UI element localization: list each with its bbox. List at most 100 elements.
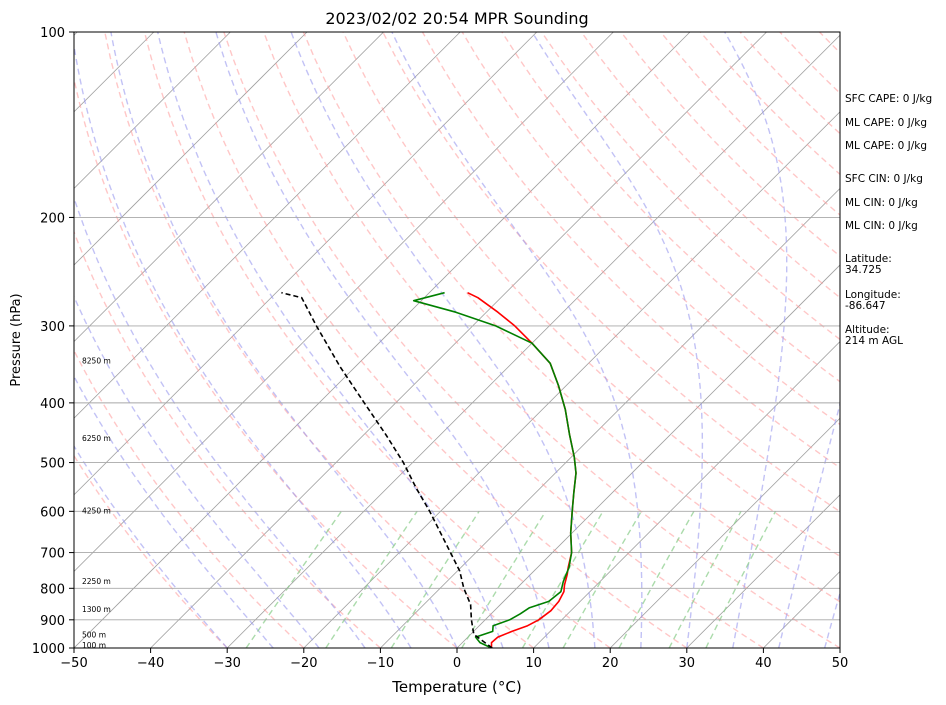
ml-cin-value-1: ML CIN: 0 J/kg bbox=[845, 197, 918, 209]
dry-adiabat-line bbox=[183, 32, 688, 648]
x-tick-label: 40 bbox=[755, 656, 772, 671]
isotherm-line bbox=[686, 494, 840, 648]
dry-adiabat-line bbox=[302, 32, 840, 603]
x-tick-label: −40 bbox=[137, 656, 164, 671]
x-tick-label: −30 bbox=[213, 656, 240, 671]
longitude-value: -86.647 bbox=[845, 300, 886, 312]
isotherm-line bbox=[303, 111, 840, 648]
dry-adiabat-line bbox=[382, 32, 840, 513]
y-axis-label: Pressure (hPa) bbox=[9, 293, 24, 386]
height-label: 6250 m bbox=[82, 434, 111, 443]
x-tick-label: −10 bbox=[367, 656, 394, 671]
height-label: 8250 m bbox=[82, 357, 111, 366]
moist-adiabat-line bbox=[110, 32, 458, 648]
x-tick-label: 50 bbox=[832, 656, 849, 671]
dewpoint-profile-line bbox=[412, 291, 577, 648]
dry-adiabat-line bbox=[104, 32, 535, 648]
height-label: 4250 m bbox=[82, 506, 111, 515]
altitude-value: 214 m AGL bbox=[845, 335, 903, 347]
moist-adiabat-line bbox=[74, 195, 366, 648]
moist-adiabat-line bbox=[391, 32, 643, 648]
height-label: 500 m bbox=[82, 631, 106, 640]
y-tick-label: 900 bbox=[40, 614, 65, 629]
altitude-label: Altitude: bbox=[845, 324, 890, 336]
height-label: 1300 m bbox=[82, 605, 111, 614]
dry-adiabat-line bbox=[263, 32, 840, 648]
y-tick-label: 400 bbox=[40, 397, 65, 412]
y-tick-label: 1000 bbox=[32, 642, 65, 657]
dry-adiabat-line bbox=[74, 349, 305, 648]
mixing-ratio-line bbox=[390, 510, 480, 648]
isotherm-line bbox=[74, 32, 308, 266]
plot-frame bbox=[73, 31, 841, 649]
isotherm-line bbox=[0, 32, 1, 648]
x-tick-label: 0 bbox=[453, 656, 461, 671]
dry-adiabat-line bbox=[223, 32, 764, 648]
x-tick-label: 30 bbox=[679, 656, 696, 671]
latitude-value: 34.725 bbox=[845, 264, 882, 276]
y-tick-label: 300 bbox=[40, 320, 65, 335]
x-axis: −50 −40 −30 −20 −10 0 10 20 30 40 50 bbox=[60, 648, 848, 671]
moist-adiabat-line bbox=[74, 444, 228, 648]
isotherm-line bbox=[74, 32, 231, 189]
moist-adiabat-line bbox=[778, 401, 840, 648]
ml-cape-value-1: ML CAPE: 0 J/kg bbox=[845, 117, 928, 129]
mixing-ratio-line bbox=[705, 510, 777, 648]
isotherm-line bbox=[609, 417, 840, 648]
mixing-ratio-line bbox=[562, 510, 642, 648]
isotherm-line bbox=[74, 32, 461, 419]
isotherm-line bbox=[74, 32, 691, 648]
y-axis: 1000 900 800 700 600 500 400 300 200 100 bbox=[32, 26, 74, 657]
moist-adiabat-line bbox=[724, 32, 788, 648]
isotherm-line bbox=[226, 34, 840, 648]
y-tick-label: 600 bbox=[40, 505, 65, 520]
moist-adiabat-line bbox=[824, 590, 840, 648]
sfc-cin-value: SFC CIN: 0 J/kg bbox=[845, 173, 923, 185]
y-tick-label: 200 bbox=[40, 211, 65, 226]
isotherm-line bbox=[533, 341, 840, 648]
sfc-cape-value: SFC CAPE: 0 J/kg bbox=[845, 93, 933, 105]
x-tick-label: −50 bbox=[60, 656, 87, 671]
series-layer bbox=[281, 291, 577, 648]
temperature-profile-line bbox=[467, 291, 577, 648]
isotherm-line bbox=[74, 32, 384, 343]
y-tick-label: 100 bbox=[40, 26, 65, 41]
moist-adiabat-line bbox=[531, 32, 704, 648]
isotherm-line bbox=[74, 32, 614, 572]
ml-cape-value-2: ML CAPE: 0 J/kg bbox=[845, 140, 928, 152]
background-lines bbox=[0, 32, 840, 648]
isotherm-line bbox=[380, 187, 840, 648]
longitude-label: Longitude: bbox=[845, 289, 901, 301]
isotherm-line bbox=[456, 264, 840, 648]
isotherm-line bbox=[74, 32, 538, 496]
parcel-profile-line bbox=[281, 291, 493, 648]
mixing-ratio-line bbox=[521, 510, 604, 648]
dry-adiabat-line bbox=[74, 454, 228, 648]
latitude-label: Latitude: bbox=[845, 253, 892, 265]
dry-adiabat-line bbox=[74, 230, 381, 648]
moist-adiabat-line bbox=[157, 32, 504, 648]
x-tick-label: 20 bbox=[602, 656, 619, 671]
moist-adiabat-line bbox=[290, 32, 596, 648]
mixing-ratio-line bbox=[325, 510, 418, 648]
dry-adiabat-line bbox=[342, 32, 840, 558]
dry-adiabat-line bbox=[580, 32, 840, 299]
isotherm-line bbox=[150, 32, 767, 648]
y-tick-label: 800 bbox=[40, 582, 65, 597]
x-tick-label: 10 bbox=[525, 656, 542, 671]
height-label: 100 m bbox=[82, 641, 106, 650]
pressure-gridlines bbox=[74, 32, 840, 648]
moist-adiabat-line bbox=[74, 41, 412, 648]
y-tick-label: 500 bbox=[40, 457, 65, 472]
dry-adiabat-line bbox=[143, 32, 611, 648]
y-tick-label: 700 bbox=[40, 547, 65, 562]
x-tick-label: −20 bbox=[290, 656, 317, 671]
ml-cin-value-2: ML CIN: 0 J/kg bbox=[845, 220, 918, 232]
mixing-ratio-line bbox=[618, 510, 695, 648]
chart-title: 2023/02/02 20:54 MPR Sounding bbox=[325, 9, 588, 28]
height-label: 2250 m bbox=[82, 577, 111, 586]
mixing-ratio-line bbox=[245, 510, 342, 648]
mixing-ratio-line bbox=[668, 510, 742, 648]
